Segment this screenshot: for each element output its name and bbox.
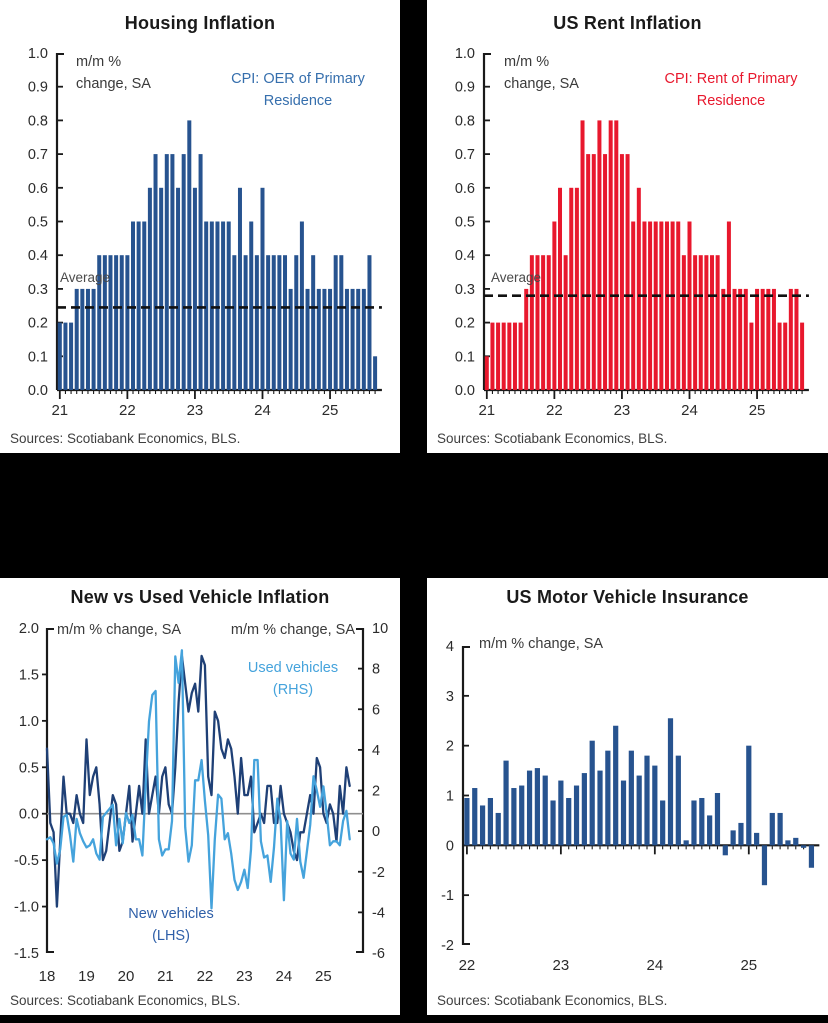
svg-text:25: 25 bbox=[315, 968, 332, 985]
svg-text:24: 24 bbox=[681, 402, 698, 419]
svg-text:20: 20 bbox=[118, 968, 135, 985]
svg-text:-1.0: -1.0 bbox=[14, 900, 39, 916]
svg-text:0.4: 0.4 bbox=[455, 248, 475, 264]
sources-note-insurance: Sources: Scotiabank Economics, BLS. bbox=[437, 993, 668, 1008]
legend-used-vehicles: Used vehicles (RHS) bbox=[247, 660, 339, 698]
unit-label-rent: m/m % change, SA bbox=[504, 54, 579, 92]
svg-text:22: 22 bbox=[119, 402, 136, 419]
unit-label-insurance: m/m % change, SA bbox=[479, 636, 604, 652]
housing-inflation-chart: 1.0 0.9 0.8 0.7 0.6 0.5 0.4 0.3 0.2 0.1 0.0 21 22 23 2… bbox=[0, 0, 400, 458]
svg-text:22: 22 bbox=[459, 957, 476, 974]
svg-text:2: 2 bbox=[372, 784, 380, 800]
legend-oer: CPI: OER of Primary Residence bbox=[231, 71, 365, 109]
svg-text:0.3: 0.3 bbox=[455, 282, 475, 298]
svg-text:1.0: 1.0 bbox=[28, 46, 48, 62]
svg-text:2.0: 2.0 bbox=[19, 621, 39, 637]
svg-text:6: 6 bbox=[372, 702, 380, 718]
unit-label-vehicles-rhs: m/m % change, SA bbox=[230, 622, 355, 638]
unit-label-housing: m/m % change, SA bbox=[76, 54, 151, 92]
svg-text:0.5: 0.5 bbox=[28, 215, 48, 231]
svg-text:0.2: 0.2 bbox=[28, 316, 48, 332]
chart-title-insurance: US Motor Vehicle Insurance bbox=[506, 587, 749, 607]
chart-title-vehicles: New vs Used Vehicle Inflation bbox=[70, 587, 330, 607]
svg-text:19: 19 bbox=[78, 968, 95, 985]
svg-text:4: 4 bbox=[446, 639, 454, 655]
svg-text:0.7: 0.7 bbox=[455, 147, 475, 163]
svg-text:10: 10 bbox=[372, 621, 388, 637]
svg-text:0.6: 0.6 bbox=[455, 181, 475, 197]
housing-inflation-panel: Housing Inflation 1.0 0.9 0.8 0.7 0.6 0.5 0.4 0… bbox=[0, 0, 400, 453]
svg-text:24: 24 bbox=[276, 968, 293, 985]
svg-text:22: 22 bbox=[197, 968, 214, 985]
rent-inflation-chart: 1.0 0.9 0.8 0.7 0.6 0.5 0.4 0.3 0.2 0.1 0.0 21 22 23 2… bbox=[427, 0, 828, 458]
svg-text:21: 21 bbox=[51, 402, 68, 419]
chart-title-rent: US Rent Inflation bbox=[553, 13, 702, 33]
svg-text:1.0: 1.0 bbox=[455, 46, 475, 62]
svg-text:0.5: 0.5 bbox=[19, 760, 39, 776]
svg-text:25: 25 bbox=[740, 957, 757, 974]
vehicle-inflation-panel: New vs Used Vehicle Inflation 2.0 1.5 1.0 0… bbox=[0, 578, 400, 1015]
svg-text:23: 23 bbox=[553, 957, 570, 974]
svg-text:-4: -4 bbox=[372, 905, 385, 921]
svg-text:-2: -2 bbox=[372, 865, 385, 881]
vehicle-inflation-chart: 2.0 1.5 1.0 0.5 0.0 -0.5 -1.0 -1.5 10 8 6 4 2 0 -2 -4 -6… bbox=[0, 578, 400, 1020]
svg-text:21: 21 bbox=[478, 402, 495, 419]
svg-text:0.9: 0.9 bbox=[28, 80, 48, 96]
vehicle-insurance-panel: US Motor Vehicle Insurance 4 3 2 1 0 -1 -2 22 23… bbox=[427, 578, 828, 1015]
svg-text:0.7: 0.7 bbox=[28, 147, 48, 163]
chart-title-housing: Housing Inflation bbox=[124, 13, 276, 33]
svg-text:1: 1 bbox=[446, 789, 454, 805]
svg-text:0.8: 0.8 bbox=[455, 113, 475, 129]
svg-text:0.2: 0.2 bbox=[455, 316, 475, 332]
svg-text:4: 4 bbox=[372, 743, 380, 759]
svg-text:0.1: 0.1 bbox=[455, 349, 475, 365]
unit-label-vehicles-lhs: m/m % change, SA bbox=[57, 622, 182, 638]
average-label-housing: Average bbox=[60, 270, 111, 285]
svg-text:-1: -1 bbox=[441, 888, 454, 904]
svg-text:-0.5: -0.5 bbox=[14, 853, 39, 869]
svg-text:8: 8 bbox=[372, 662, 380, 678]
svg-text:24: 24 bbox=[254, 402, 271, 419]
svg-text:0.5: 0.5 bbox=[455, 215, 475, 231]
svg-text:0.0: 0.0 bbox=[455, 383, 475, 399]
rent-inflation-panel: US Rent Inflation 1.0 0.9 0.8 0.7 0.6 0.5 0.4 0… bbox=[427, 0, 828, 453]
svg-text:3: 3 bbox=[446, 689, 454, 705]
svg-text:24: 24 bbox=[646, 957, 663, 974]
svg-text:23: 23 bbox=[236, 968, 253, 985]
svg-text:-6: -6 bbox=[372, 946, 385, 962]
svg-text:0.4: 0.4 bbox=[28, 248, 48, 264]
svg-text:21: 21 bbox=[157, 968, 174, 985]
svg-text:22: 22 bbox=[546, 402, 563, 419]
vehicle-insurance-chart: 4 3 2 1 0 -1 -2 22 23 24 25 bbox=[427, 578, 828, 1020]
svg-text:-1.5: -1.5 bbox=[14, 946, 39, 962]
svg-text:1.5: 1.5 bbox=[19, 667, 39, 683]
average-label-rent: Average bbox=[491, 270, 542, 285]
sources-note-rent: Sources: Scotiabank Economics, BLS. bbox=[437, 431, 668, 446]
sources-note-vehicles: Sources: Scotiabank Economics, BLS. bbox=[10, 993, 241, 1008]
svg-text:0.0: 0.0 bbox=[28, 383, 48, 399]
svg-text:0.9: 0.9 bbox=[455, 80, 475, 96]
svg-text:0.3: 0.3 bbox=[28, 282, 48, 298]
svg-text:-2: -2 bbox=[441, 938, 454, 954]
svg-text:0.6: 0.6 bbox=[28, 181, 48, 197]
legend-rent: CPI: Rent of Primary Residence bbox=[664, 71, 798, 109]
svg-text:0.0: 0.0 bbox=[19, 807, 39, 823]
svg-text:25: 25 bbox=[749, 402, 766, 419]
svg-text:0.1: 0.1 bbox=[28, 349, 48, 365]
sources-note-housing: Sources: Scotiabank Economics, BLS. bbox=[10, 431, 241, 446]
svg-text:23: 23 bbox=[187, 402, 204, 419]
svg-text:2: 2 bbox=[446, 739, 454, 755]
legend-new-vehicles: New vehicles (LHS) bbox=[128, 906, 214, 944]
svg-text:18: 18 bbox=[39, 968, 56, 985]
svg-text:1.0: 1.0 bbox=[19, 714, 39, 730]
svg-text:0.8: 0.8 bbox=[28, 113, 48, 129]
svg-text:23: 23 bbox=[614, 402, 631, 419]
svg-text:25: 25 bbox=[322, 402, 339, 419]
svg-text:0: 0 bbox=[372, 824, 380, 840]
svg-text:0: 0 bbox=[446, 838, 454, 854]
